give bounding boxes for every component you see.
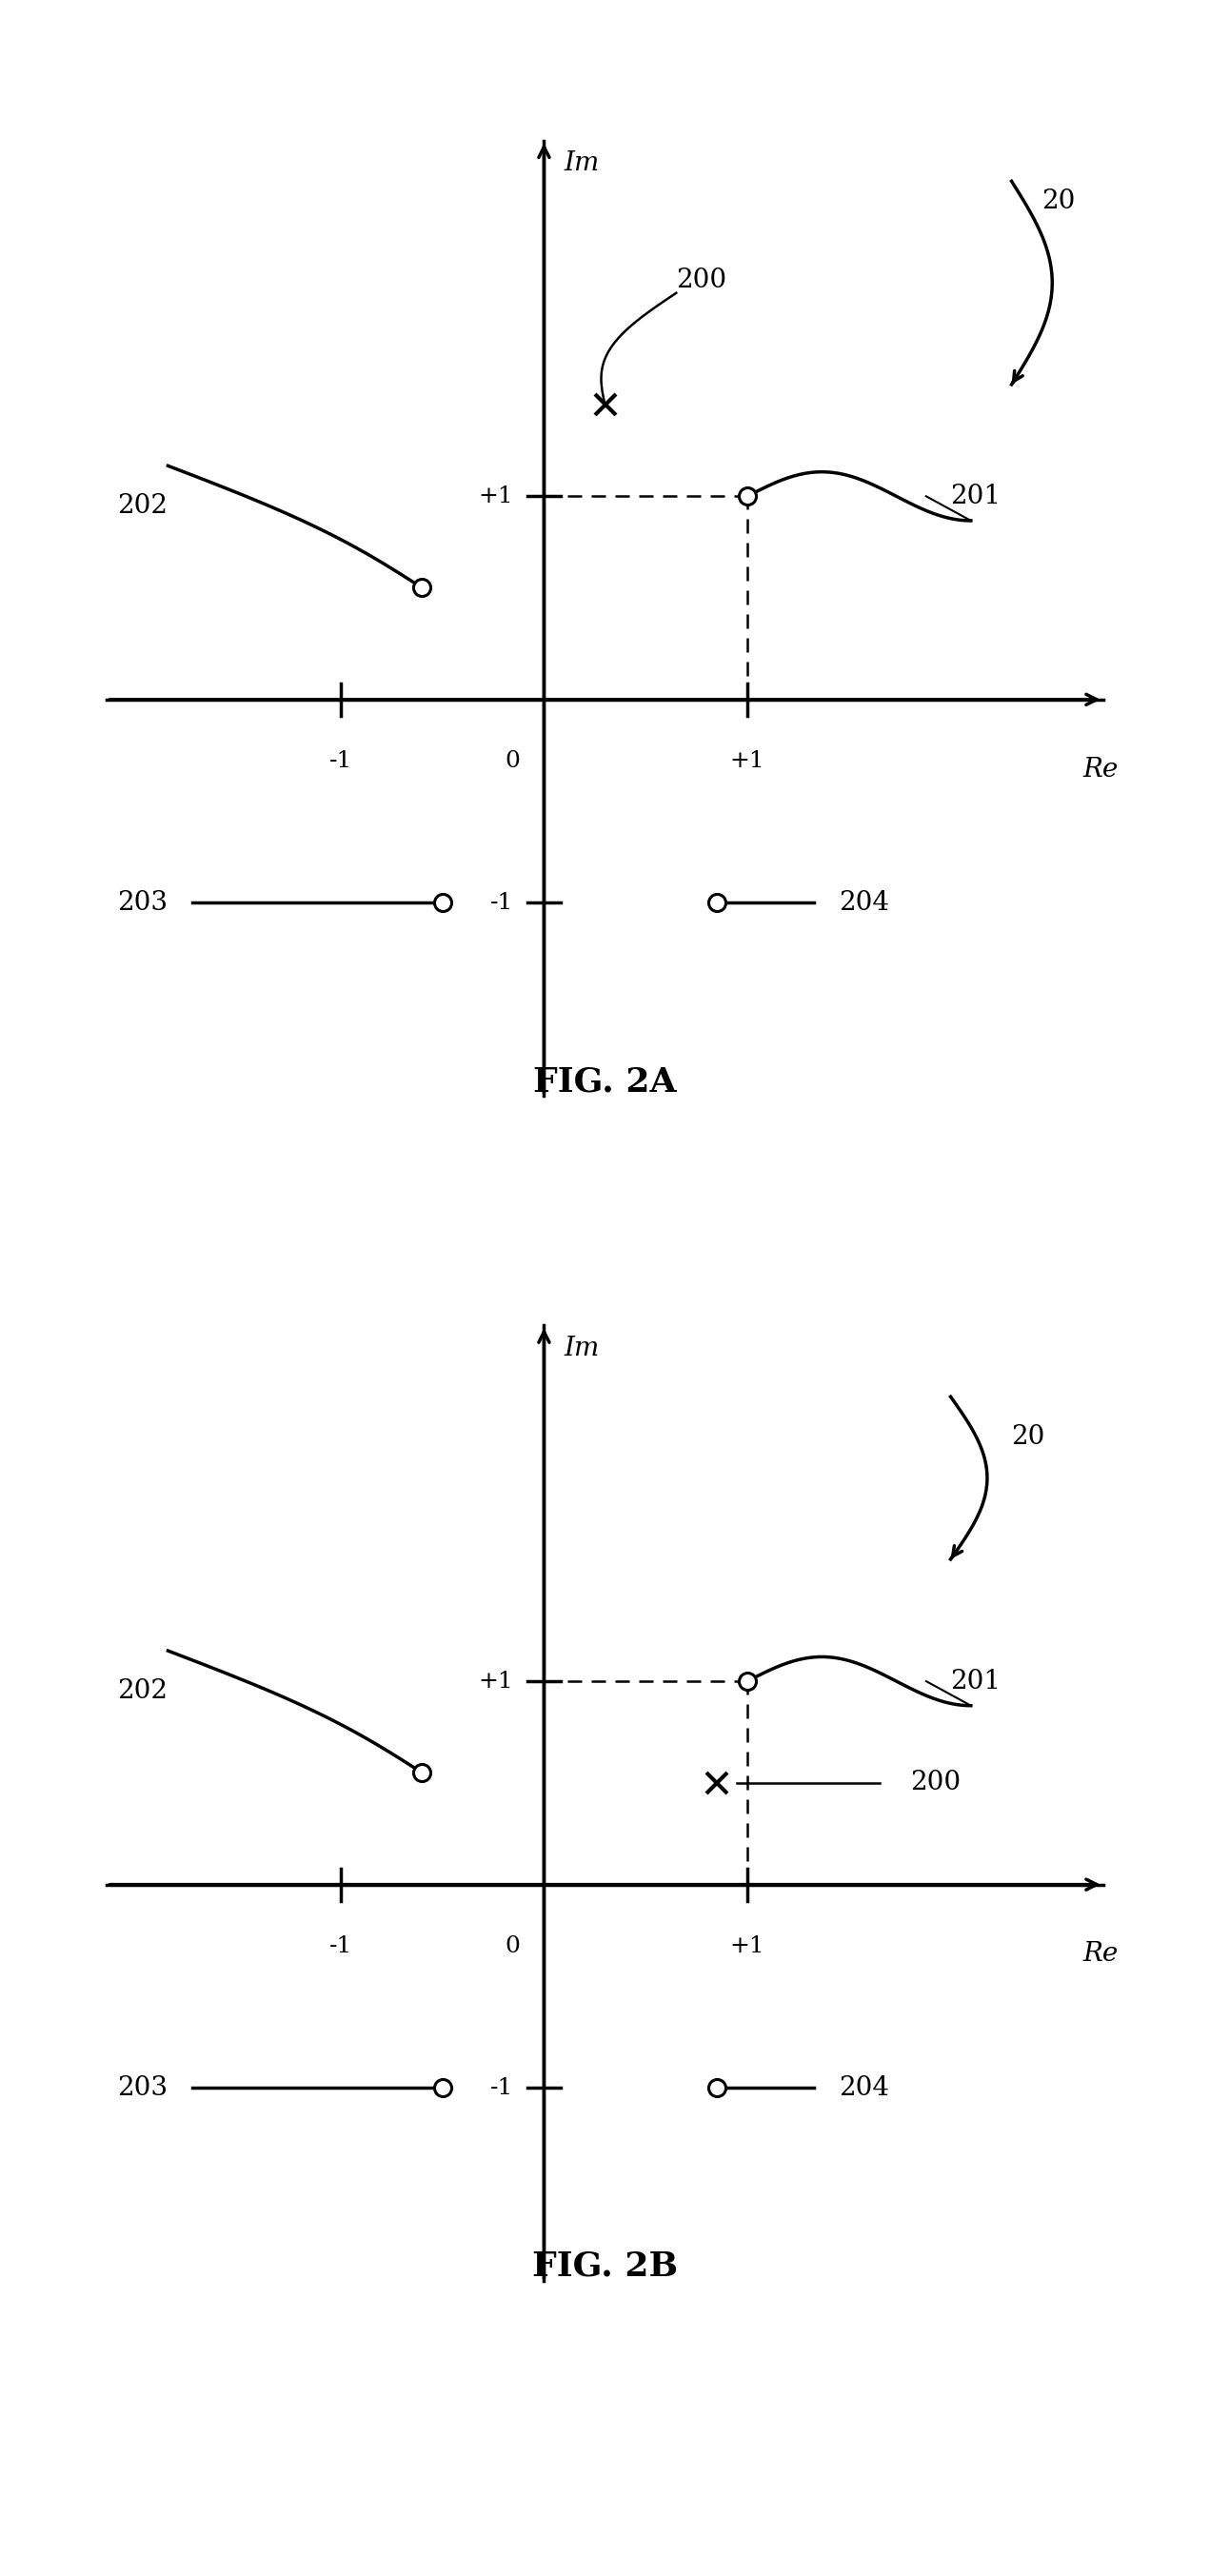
Text: +1: +1	[730, 1935, 765, 1958]
Text: 202: 202	[117, 495, 168, 520]
Text: Im: Im	[564, 1337, 600, 1360]
Text: 200: 200	[676, 268, 727, 294]
Text: Re: Re	[1083, 1942, 1118, 1968]
Text: 0: 0	[505, 750, 519, 773]
Text: 20: 20	[1012, 1425, 1045, 1450]
Text: 200: 200	[910, 1770, 961, 1795]
Text: 20: 20	[1042, 188, 1076, 214]
Text: -1: -1	[490, 891, 513, 914]
Text: +1: +1	[479, 484, 513, 507]
Text: 201: 201	[951, 1669, 1001, 1695]
Text: 0: 0	[505, 1935, 519, 1958]
Text: FIG. 2A: FIG. 2A	[534, 1066, 676, 1097]
Text: Im: Im	[564, 152, 600, 175]
Text: FIG. 2B: FIG. 2B	[532, 2251, 678, 2282]
Text: +1: +1	[730, 750, 765, 773]
Text: 202: 202	[117, 1680, 168, 1705]
Text: 204: 204	[839, 2074, 889, 2099]
Text: 203: 203	[117, 889, 168, 914]
Text: 204: 204	[839, 889, 889, 914]
Text: -1: -1	[329, 1935, 352, 1958]
Text: -1: -1	[490, 2076, 513, 2099]
Text: 201: 201	[951, 484, 1001, 510]
Text: +1: +1	[479, 1669, 513, 1692]
Text: Re: Re	[1083, 757, 1118, 783]
Text: 203: 203	[117, 2074, 168, 2099]
Text: -1: -1	[329, 750, 352, 773]
